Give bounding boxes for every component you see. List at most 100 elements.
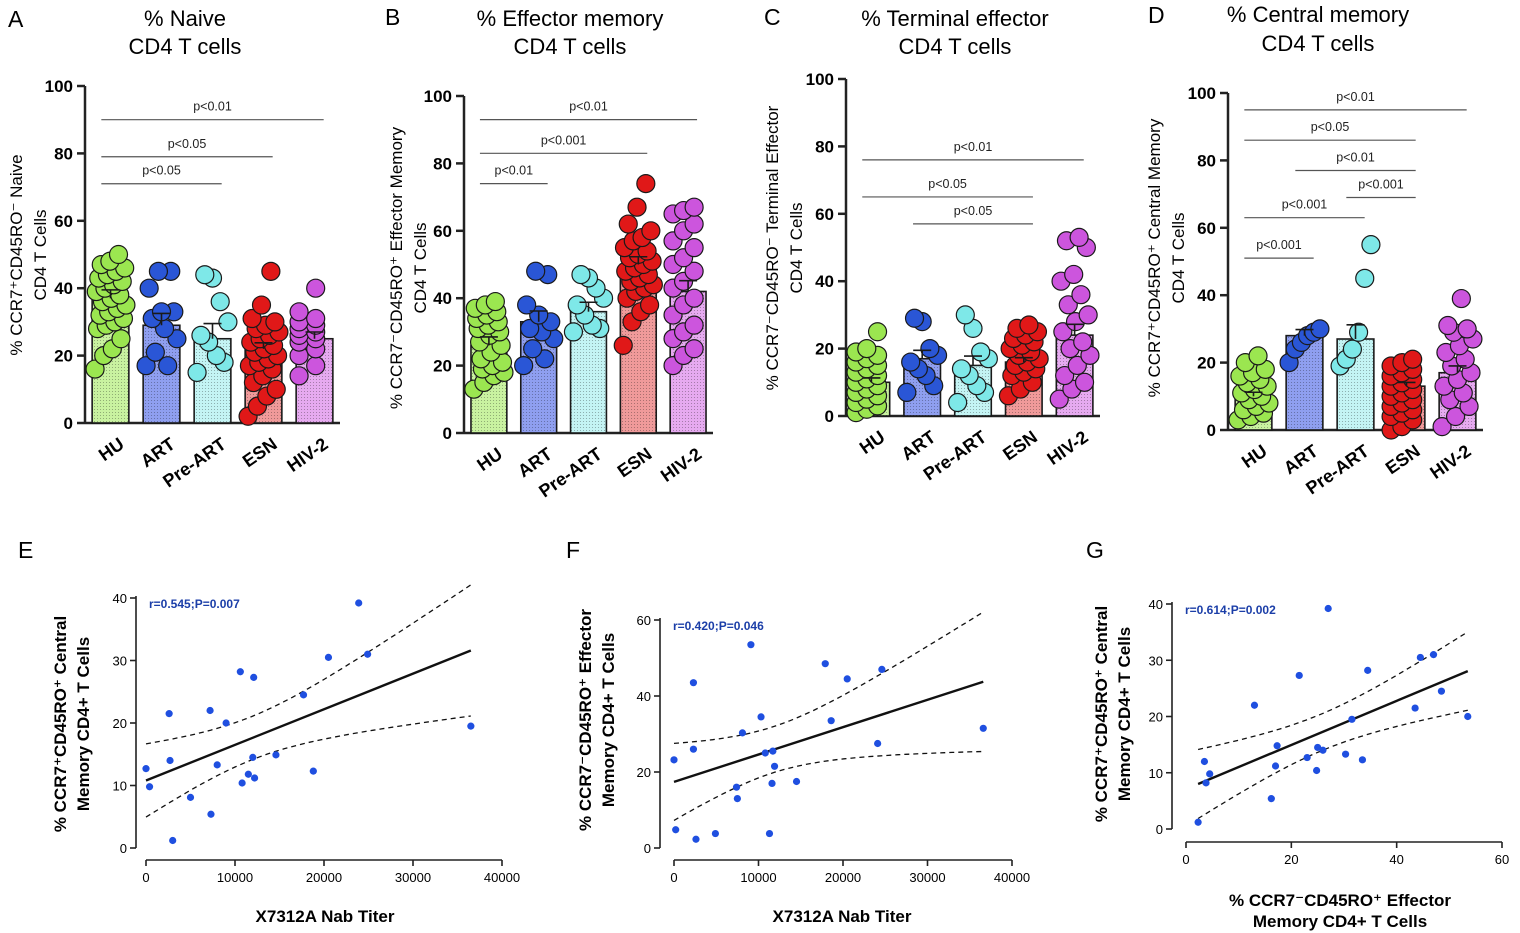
y-tick-label: 10 — [113, 779, 127, 794]
significance-label: p<0.01 — [193, 100, 232, 114]
scatter-point — [1250, 701, 1259, 709]
data-point — [210, 292, 230, 312]
data-point — [520, 318, 540, 339]
correlation-stat: r=0.545;P=0.007 — [149, 597, 240, 611]
data-point — [897, 382, 917, 403]
panel-a-title-2: CD4 T cells — [129, 34, 242, 59]
data-point — [523, 339, 543, 359]
panel-c-ylabel-2: CD4 T Cells — [787, 202, 806, 293]
scatter-point — [1319, 746, 1327, 754]
data-point — [526, 261, 546, 281]
x-tick-label: 20000 — [825, 870, 861, 885]
data-point — [306, 356, 326, 376]
y-tick-label: 0 — [120, 841, 127, 856]
significance-label: p<0.01 — [495, 164, 534, 178]
data-point — [1078, 305, 1098, 325]
y-tick-label: 20 — [1197, 354, 1216, 373]
data-point — [145, 342, 165, 362]
y-tick-label: 40 — [815, 272, 834, 291]
scatter-point — [1295, 671, 1303, 680]
significance-label: p<0.001 — [541, 133, 587, 147]
data-point — [261, 261, 281, 281]
regression-line — [1197, 669, 1469, 786]
panel-g-ylabel-1: % CCR7⁺CD45RO⁺ Central — [1092, 606, 1111, 822]
x-tick-label: 20 — [1284, 852, 1298, 867]
data-point — [1055, 365, 1075, 386]
significance-label: p<0.05 — [954, 204, 993, 218]
data-point — [1071, 285, 1091, 305]
panel-e-ylabel-1: % CCR7⁺CD45RO⁺ Central — [51, 616, 70, 832]
scatter-point — [1437, 687, 1446, 695]
data-point — [571, 265, 591, 285]
data-point — [1053, 322, 1073, 342]
scatter-point — [207, 810, 215, 818]
panel-f-plot: 0 20 40 60 0 10000 20000 30000 40000 r=0.420;P=0.… — [637, 611, 1030, 885]
data-point — [948, 392, 968, 413]
scatter-point — [692, 835, 700, 843]
data-point — [1073, 332, 1093, 352]
y-tick-label: 0 — [443, 424, 452, 443]
data-point — [1348, 322, 1369, 342]
scatter-point — [206, 706, 214, 715]
data-point — [289, 302, 309, 322]
scatter-point — [1273, 742, 1281, 750]
scatter-point — [236, 668, 244, 676]
significance-label: p<0.01 — [1336, 151, 1375, 165]
x-tick-label: 30000 — [395, 870, 431, 885]
data-point — [951, 359, 972, 379]
panel-b: B % Effector memory CD4 T cells % CCR7⁻C… — [385, 4, 713, 501]
confidence-band-lower — [145, 715, 471, 818]
y-tick-label: 0 — [825, 407, 834, 426]
scatter-point — [186, 793, 195, 801]
panel-f-ylabel-2: Memory CD4+ T Cells — [599, 633, 618, 807]
y-tick-label: 0 — [64, 414, 73, 433]
scatter-point — [1341, 750, 1350, 758]
scatter-point — [1411, 704, 1419, 712]
scatter-point — [765, 829, 774, 838]
panel-a-title-1: % Naive — [144, 6, 226, 31]
panel-c-title-2: CD4 T cells — [899, 34, 1012, 59]
data-point — [1355, 268, 1375, 288]
x-tick-label: 20000 — [306, 870, 342, 885]
panel-d-letter: D — [1148, 2, 1165, 28]
y-tick-label: 20 — [113, 716, 127, 731]
panel-b-title-2: CD4 T cells — [514, 34, 627, 59]
x-tick-label: HIV-2 — [1043, 427, 1091, 469]
y-tick-label: 20 — [54, 347, 73, 366]
x-tick-label: HIV-2 — [657, 444, 705, 486]
y-tick-label: 0 — [644, 841, 651, 856]
data-point — [1361, 235, 1381, 255]
data-point — [904, 308, 925, 328]
data-point — [1019, 315, 1039, 335]
data-point — [167, 329, 187, 349]
data-point — [1451, 288, 1471, 309]
y-tick-label: 30 — [113, 654, 127, 669]
scatter-point — [1314, 743, 1322, 752]
x-tick-label: HU — [473, 444, 506, 475]
significance-label: p<0.01 — [954, 140, 993, 154]
x-tick-label: 40000 — [994, 870, 1030, 885]
scatter-point — [733, 795, 741, 803]
y-tick-label: 20 — [815, 340, 834, 359]
scatter-point — [874, 739, 882, 748]
scatter-point — [770, 762, 779, 770]
panel-f: F % CCR7⁻CD45RO⁺ Effector Memory CD4+ T … — [566, 537, 1030, 926]
y-tick-label: 20 — [1149, 710, 1163, 725]
y-tick-label: 30 — [1149, 653, 1163, 668]
data-point — [108, 244, 129, 265]
scatter-point — [827, 717, 835, 725]
x-tick-label: 10000 — [740, 870, 776, 885]
x-tick-label: 30000 — [909, 870, 945, 885]
scatter-point — [169, 836, 177, 845]
correlation-stat: r=0.614;P=0.002 — [1185, 603, 1276, 617]
data-point — [684, 238, 704, 258]
y-tick-label: 80 — [1197, 151, 1216, 170]
panel-a-ylabel-2: CD4 T Cells — [31, 209, 50, 300]
confidence-band-upper — [673, 611, 984, 745]
data-point — [306, 308, 326, 329]
data-point — [1248, 346, 1268, 366]
data-point — [187, 362, 207, 383]
x-tick-label: ESN — [239, 434, 281, 472]
y-tick-label: 60 — [815, 205, 834, 224]
data-point — [514, 356, 534, 376]
